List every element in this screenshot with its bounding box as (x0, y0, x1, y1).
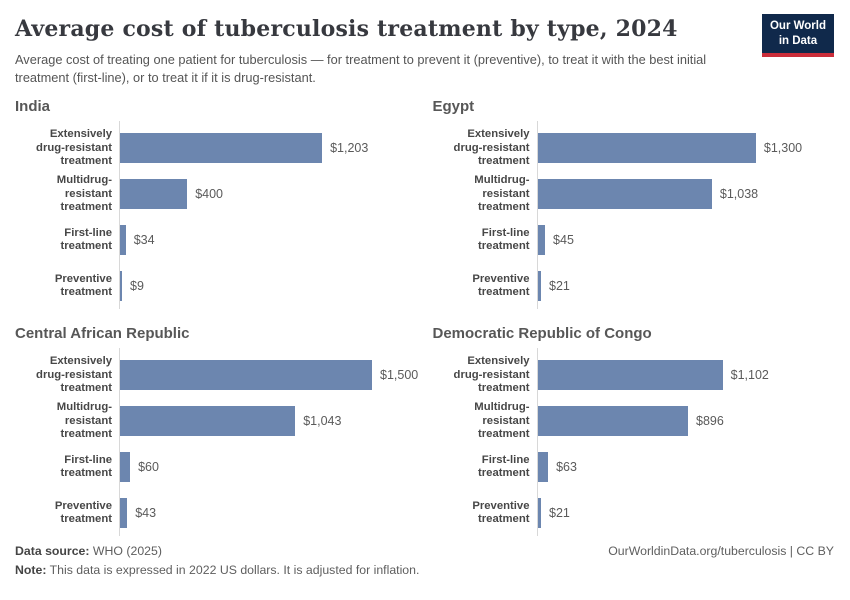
note-label: Note: (15, 563, 47, 578)
category-label: Preventive treatment (54, 272, 112, 299)
bar-row: $21 (537, 263, 837, 309)
panel-title: India (15, 98, 51, 116)
category-labels: Extensively drug-resistant treatment Mult… (433, 348, 537, 536)
bar[interactable] (537, 452, 549, 483)
category-label: Preventive treatment (472, 272, 530, 299)
data-source-label: Data source: (15, 544, 90, 559)
data-source-line: Data source: WHO (2025) (15, 544, 162, 558)
bar-row: $43 (120, 490, 419, 536)
bar-value-label: $9 (130, 279, 144, 294)
bar-row: $1,500 (120, 352, 419, 398)
bar-value-label: $896 (696, 414, 724, 429)
category-label: Multidrug-resistant treatment (56, 174, 112, 213)
bar-value-label: $1,500 (380, 368, 419, 383)
bar[interactable] (120, 406, 296, 437)
bar-value-label: $21 (549, 279, 570, 294)
bar-value-label: $1,203 (330, 141, 369, 156)
chart-panel: Egypt Extensively drug-resistant treatme… (432, 98, 837, 310)
category-label: First-line treatment (60, 453, 112, 480)
bar[interactable] (537, 179, 712, 210)
bar[interactable] (537, 406, 689, 437)
chart-header: Average cost of tuberculosis treatment b… (0, 0, 850, 86)
bar-value-label: $45 (553, 233, 574, 248)
panel-body: Extensively drug-resistant treatment Mult… (433, 348, 837, 537)
bar-row: $1,038 (537, 171, 837, 217)
chart-panel: India Extensively drug-resistant treatme… (15, 98, 419, 310)
page-title: Average cost of tuberculosis treatment b… (15, 16, 678, 42)
bar[interactable] (120, 133, 323, 164)
category-labels: Extensively drug-resistant treatment Mult… (433, 121, 537, 309)
bar-value-label: $60 (138, 460, 159, 475)
bar-row: $60 (120, 444, 419, 490)
bar-value-label: $34 (133, 233, 155, 248)
category-label: Multidrug-resistant treatment (474, 401, 530, 440)
bar-row: $400 (120, 171, 419, 217)
panel-body: Extensively drug-resistant treatment Mult… (15, 348, 419, 537)
category-labels: Extensively drug-resistant treatment Mult… (15, 121, 119, 309)
bar-value-label: $1,038 (719, 187, 759, 202)
bar-row: $1,102 (537, 352, 837, 398)
bar[interactable] (120, 360, 372, 391)
category-label: First-line treatment (60, 226, 112, 253)
note-line: Note: This data is expressed in 2022 US … (15, 563, 834, 577)
bars-area: $1,500 $1,043 $60 $43 (119, 348, 419, 537)
panel-title: Egypt (432, 98, 475, 116)
chart-panel: Central African Republic Extensively dru… (15, 325, 419, 537)
charts-grid: India Extensively drug-resistant treatme… (0, 86, 850, 537)
chart-subtitle: Average cost of treating one patient for… (15, 52, 707, 85)
bar-row: $45 (537, 217, 837, 263)
category-label: Preventive treatment (54, 499, 112, 526)
owid-logo-line1: Our World (769, 20, 826, 32)
bar[interactable] (120, 498, 128, 529)
bar[interactable] (120, 452, 131, 483)
bar-row: $63 (537, 444, 837, 490)
category-label: Extensively drug-resistant treatment (453, 128, 530, 167)
bars-area: $1,300 $1,038 $45 $21 (536, 121, 837, 310)
bar-row: $896 (537, 398, 837, 444)
panel-body: Extensively drug-resistant treatment Mult… (15, 121, 419, 310)
chart-panel: Democratic Republic of Congo Extensively… (432, 325, 837, 537)
bar-value-label: $1,102 (730, 368, 769, 383)
bar-row: $1,203 (120, 125, 419, 171)
category-label: Extensively drug-resistant treatment (453, 355, 530, 394)
bar[interactable] (537, 271, 542, 302)
panel-body: Extensively drug-resistant treatment Mult… (433, 121, 837, 310)
owid-logo-line2: in Data (778, 34, 818, 47)
bars-area: $1,102 $896 $63 $21 (536, 348, 837, 537)
bar-row: $34 (120, 217, 419, 263)
bar-row: $1,300 (537, 125, 837, 171)
category-label: Extensively drug-resistant treatment (36, 355, 112, 394)
data-source-text: WHO (2025) (89, 544, 162, 559)
bar-value-label: $1,043 (303, 414, 342, 429)
bar-row: $1,043 (120, 398, 419, 444)
category-labels: Extensively drug-resistant treatment Mult… (15, 348, 119, 536)
bar-row: $9 (120, 263, 419, 309)
category-label: Extensively drug-resistant treatment (36, 128, 112, 167)
attribution-link[interactable]: OurWorldinData.org/tuberculosis | CC BY (608, 544, 834, 559)
category-label: Multidrug-resistant treatment (56, 401, 112, 440)
bar-value-label: $21 (549, 506, 570, 521)
bar[interactable] (120, 271, 122, 302)
chart-footer: Data source: WHO (2025) OurWorldinData.o… (0, 536, 850, 577)
category-label: Preventive treatment (472, 499, 530, 526)
bar-row: $21 (537, 490, 837, 536)
owid-logo[interactable]: Our World in Data (761, 14, 834, 57)
bar[interactable] (537, 133, 756, 164)
bar[interactable] (120, 179, 188, 210)
panel-title: Central African Republic (15, 325, 190, 343)
bar-value-label: $63 (556, 460, 577, 475)
bar[interactable] (537, 498, 542, 529)
category-label: Multidrug-resistant treatment (474, 174, 530, 213)
bar[interactable] (537, 225, 546, 256)
bar[interactable] (537, 360, 723, 391)
category-label: First-line treatment (478, 226, 530, 253)
category-label: First-line treatment (478, 453, 530, 480)
bar-value-label: $400 (195, 187, 223, 202)
bar-value-label: $1,300 (763, 141, 803, 156)
panel-title: Democratic Republic of Congo (432, 325, 652, 343)
bars-area: $1,203 $400 $34 $9 (119, 121, 419, 310)
note-text: This data is expressed in 2022 US dollar… (46, 563, 420, 578)
bar-value-label: $43 (135, 506, 157, 521)
bar[interactable] (120, 225, 126, 256)
